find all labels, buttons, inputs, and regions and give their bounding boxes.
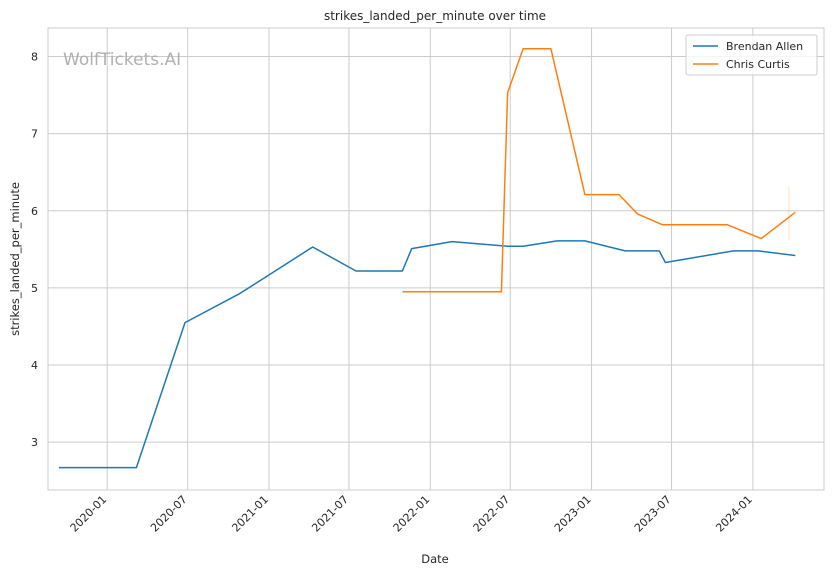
legend-box [685, 34, 818, 76]
legend: Brendan Allen Chris Curtis [685, 34, 818, 76]
x-tick-label: 2022-01 [391, 493, 433, 535]
x-tick-label: 2023-01 [552, 493, 594, 535]
x-tick-label: 2020-07 [148, 493, 190, 535]
series-line-1 [402, 48, 796, 293]
x-tick-label: 2024-01 [713, 493, 755, 535]
x-tick-label: 2021-07 [309, 493, 351, 535]
legend-label: Chris Curtis [726, 58, 790, 71]
grid [48, 28, 824, 490]
ticks: 3 4 5 6 7 8 2020-01 2020-07 2021-01 2021-07 2022-0… [31, 51, 755, 535]
y-tick-label: 5 [31, 282, 38, 295]
chart-title: strikes_landed_per_minute over time [324, 9, 546, 23]
series-line-0 [59, 240, 796, 469]
y-axis-label: strikes_landed_per_minute [8, 182, 22, 336]
y-tick-label: 4 [31, 359, 38, 372]
series-layer [59, 48, 796, 469]
x-tick-label: 2020-01 [68, 493, 110, 535]
x-tick-label: 2021-01 [229, 493, 271, 535]
y-tick-label: 8 [31, 51, 38, 64]
x-tick-label: 2023-07 [632, 493, 674, 535]
plot-frame [47, 27, 825, 491]
legend-label: Brendan Allen [726, 40, 803, 53]
watermark: WolfTickets.AI [63, 50, 181, 70]
y-tick-label: 6 [31, 205, 38, 218]
x-axis-label: Date [421, 552, 449, 566]
y-tick-label: 3 [31, 436, 38, 449]
y-tick-label: 7 [31, 128, 38, 141]
x-tick-label: 2022-07 [471, 493, 513, 535]
